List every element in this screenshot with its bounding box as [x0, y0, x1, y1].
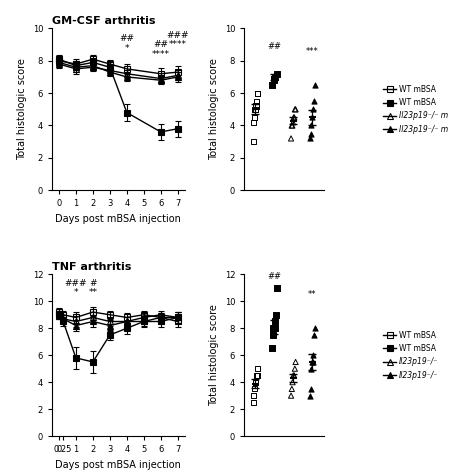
Point: [251, 378, 259, 386]
Text: ***: ***: [306, 47, 319, 56]
Point: [270, 76, 277, 84]
Point: [272, 311, 280, 319]
Point: [289, 122, 296, 129]
Point: [268, 345, 276, 352]
Point: [290, 114, 298, 121]
Point: [253, 98, 260, 105]
Point: [307, 385, 314, 392]
Point: [251, 385, 258, 392]
Point: [308, 122, 315, 129]
Point: [290, 372, 297, 379]
Point: [273, 284, 281, 292]
Point: [291, 114, 298, 121]
Point: [253, 372, 260, 379]
Point: [292, 106, 300, 113]
Point: [288, 385, 296, 392]
Point: [310, 351, 317, 359]
Point: [309, 114, 316, 121]
Point: [308, 358, 316, 366]
Point: [271, 324, 279, 332]
Text: TNF arthritis: TNF arthritis: [52, 262, 131, 272]
Text: ##: ##: [119, 34, 134, 43]
Text: *: *: [73, 288, 78, 297]
Point: [292, 358, 300, 366]
Point: [252, 106, 259, 113]
X-axis label: Days post mBSA injection: Days post mBSA injection: [55, 214, 181, 224]
Point: [250, 392, 258, 400]
Point: [310, 98, 318, 105]
Point: [291, 365, 299, 373]
Point: [289, 118, 297, 126]
Point: [311, 81, 319, 89]
Point: [254, 90, 262, 97]
Point: [269, 331, 277, 339]
Point: [249, 399, 257, 406]
Point: [308, 365, 315, 373]
Point: [310, 331, 318, 339]
Text: ##: ##: [267, 272, 282, 281]
Point: [252, 102, 260, 110]
Point: [254, 90, 261, 97]
Point: [251, 114, 258, 121]
Point: [270, 324, 277, 332]
Text: ##: ##: [153, 40, 168, 49]
Text: *: *: [125, 44, 129, 53]
Point: [270, 324, 278, 332]
Text: ****: ****: [169, 40, 187, 49]
Point: [306, 135, 314, 142]
Point: [309, 358, 316, 366]
Point: [289, 378, 296, 386]
Text: **: **: [308, 290, 317, 299]
Text: GM-CSF arthritis: GM-CSF arthritis: [52, 16, 155, 26]
Point: [307, 130, 315, 137]
Point: [309, 106, 317, 113]
Text: ###: ###: [166, 31, 189, 40]
Point: [311, 324, 319, 332]
Point: [268, 81, 276, 89]
Point: [272, 73, 279, 81]
Text: ##: ##: [267, 42, 282, 51]
Y-axis label: Total histologic score: Total histologic score: [209, 304, 219, 406]
Y-axis label: Total histologic score: Total histologic score: [17, 58, 27, 160]
Text: #: #: [89, 279, 97, 288]
Point: [287, 135, 295, 142]
Legend: WT mBSA , WT mBSA , Il23p19⁻/⁻ m, Il23p19⁻/⁻ m: WT mBSA , WT mBSA , Il23p19⁻/⁻ m, Il23p1…: [383, 85, 448, 134]
Point: [290, 372, 298, 379]
Text: ****: ****: [152, 50, 170, 59]
Point: [306, 392, 314, 400]
Point: [253, 372, 261, 379]
Text: ###: ###: [64, 279, 87, 288]
Point: [251, 106, 259, 113]
Point: [273, 70, 281, 78]
Y-axis label: Total histologic score: Total histologic score: [209, 58, 219, 160]
Point: [272, 318, 279, 325]
X-axis label: Days post mBSA injection: Days post mBSA injection: [55, 460, 181, 470]
Text: **: **: [88, 288, 97, 297]
Point: [291, 106, 299, 113]
Point: [250, 118, 257, 126]
Point: [288, 122, 295, 129]
Legend: WT mBSA, WT mBSA, Il23p19⁻/⁻, Il23p19⁻/⁻: WT mBSA, WT mBSA, Il23p19⁻/⁻, Il23p19⁻/⁻: [383, 331, 438, 380]
Point: [254, 365, 262, 373]
Point: [249, 138, 257, 146]
Point: [252, 378, 260, 386]
Point: [287, 392, 295, 400]
